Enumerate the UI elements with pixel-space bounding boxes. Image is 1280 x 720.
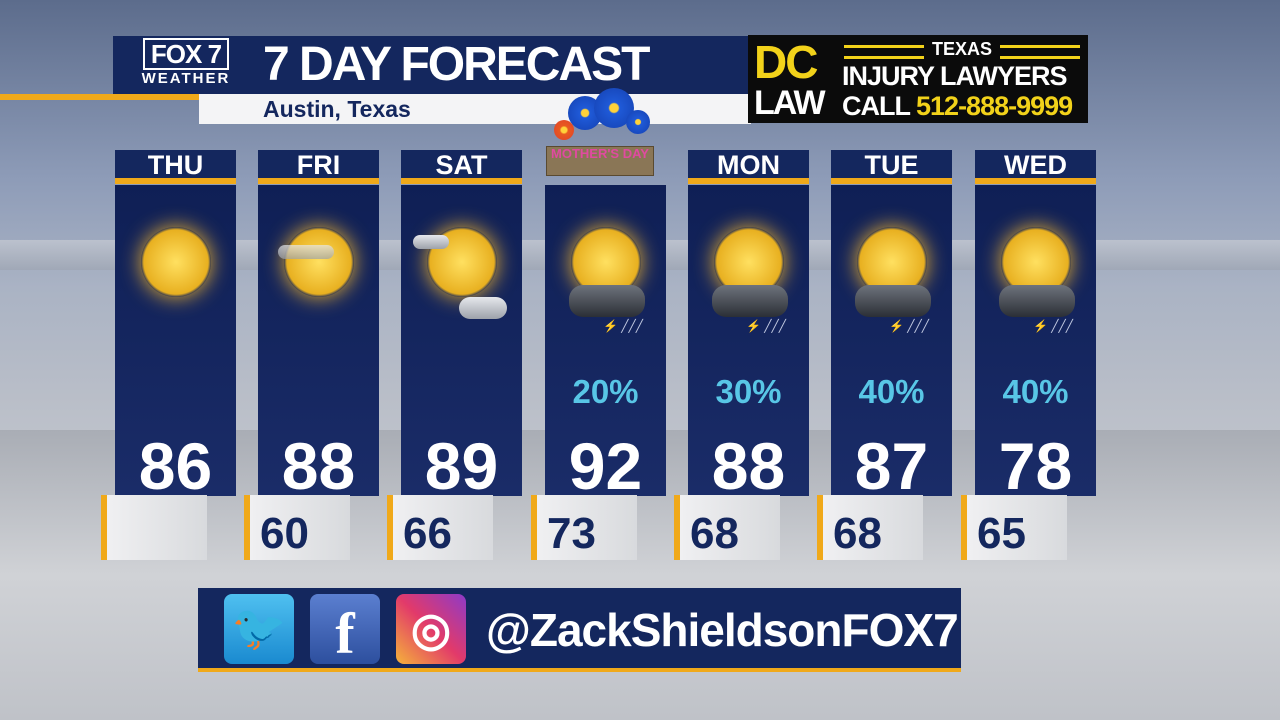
day-panel: 88: [258, 185, 379, 502]
ad-dc: DC: [754, 36, 818, 88]
location-label: Austin, Texas: [263, 96, 411, 122]
forecast-day-5: TUE ⚡ ╱╱╱ 40% 87: [831, 150, 952, 502]
ad-call-label: CALL: [842, 91, 910, 121]
high-temp: 89: [424, 429, 499, 503]
day-panel: ⚡ ╱╱╱ 40% 78: [975, 185, 1096, 502]
ad-texas: TEXAS: [844, 39, 1080, 59]
rain-icon: ⚡ ╱╱╱: [889, 319, 929, 333]
rain-icon: ⚡ ╱╱╱: [603, 319, 643, 333]
ad-call: CALL 512-888-9999: [842, 91, 1073, 121]
flower-icon: [626, 110, 650, 134]
mothers-day-label: MOTHER'S DAY: [546, 146, 654, 176]
accent-line: [0, 94, 200, 100]
rain-icon: ⚡ ╱╱╱: [746, 319, 786, 333]
high-temp: 78: [998, 429, 1073, 503]
low-temp: 60: [244, 495, 350, 560]
precip-chance: 20%: [572, 373, 639, 410]
logo-weather: WEATHER: [141, 70, 231, 87]
day-label: SAT: [401, 150, 522, 184]
low-temp: [101, 495, 207, 560]
storm-cloud-icon: [569, 285, 645, 317]
page-title: 7 DAY FORECAST: [263, 38, 650, 91]
day-label: FRI: [258, 150, 379, 184]
ad-law: LAW: [754, 84, 826, 122]
sponsor-ad: DC LAW TEXAS INJURY LAWYERS CALL 512-888…: [748, 35, 1088, 123]
day-label: THU: [115, 150, 236, 184]
location-bar: [199, 94, 751, 124]
day-label: WED: [975, 150, 1096, 184]
storm-cloud-icon: [855, 285, 931, 317]
day-panel: ⚡ ╱╱╱ 20% 92: [545, 185, 666, 502]
sun-icon: [284, 227, 354, 297]
low-temp: 68: [674, 495, 780, 560]
social-bar: 🐦 f ◎ @ZackShieldsonFOX7: [198, 588, 961, 672]
low-temp: 65: [961, 495, 1067, 560]
precip-chance: 40%: [858, 373, 925, 410]
low-temp: 68: [817, 495, 923, 560]
forecast-day-2: SAT 89: [401, 150, 522, 502]
day-panel: 86: [115, 185, 236, 502]
header-bar: [113, 36, 753, 94]
sun-icon: [141, 227, 211, 297]
storm-cloud-icon: [712, 285, 788, 317]
forecast-day-1: FRI 88: [258, 150, 379, 502]
forecast-day-0: THU 86: [115, 150, 236, 502]
cloud-icon: [459, 297, 507, 319]
cloud-icon: [413, 235, 449, 249]
low-temp: 66: [387, 495, 493, 560]
rain-icon: ⚡ ╱╱╱: [1033, 319, 1073, 333]
high-temp: 88: [281, 429, 356, 503]
social-handle: @ZackShieldsonFOX7: [486, 604, 959, 656]
day-panel: 89: [401, 185, 522, 502]
high-temp: 87: [854, 429, 929, 503]
forecast-day-4: MON ⚡ ╱╱╱ 30% 88: [688, 150, 809, 502]
high-temp: 86: [138, 429, 213, 503]
ad-injury-lawyers: INJURY LAWYERS: [842, 61, 1068, 91]
fox7-weather-logo: FOX 7 WEATHER: [132, 38, 240, 94]
day-panel: ⚡ ╱╱╱ 30% 88: [688, 185, 809, 502]
forecast-day-3: ⚡ ╱╱╱ 20% 92: [545, 150, 666, 502]
twitter-icon[interactable]: 🐦: [224, 594, 294, 664]
high-temp: 88: [711, 429, 786, 503]
ad-phone: 512-888-9999: [916, 91, 1073, 121]
day-label: TUE: [831, 150, 952, 184]
storm-cloud-icon: [999, 285, 1075, 317]
logo-fox7: FOX 7: [142, 38, 230, 70]
mothers-day-badge: MOTHER'S DAY: [546, 88, 654, 178]
precip-chance: 30%: [715, 373, 782, 410]
instagram-icon[interactable]: ◎: [396, 594, 466, 664]
forecast-day-6: WED ⚡ ╱╱╱ 40% 78: [975, 150, 1096, 502]
haze-icon: [278, 245, 334, 259]
facebook-icon[interactable]: f: [310, 594, 380, 666]
low-temp: 73: [531, 495, 637, 560]
flower-icon: [554, 120, 574, 140]
day-label: MON: [688, 150, 809, 184]
day-panel: ⚡ ╱╱╱ 40% 87: [831, 185, 952, 502]
precip-chance: 40%: [1002, 373, 1069, 410]
high-temp: 92: [568, 429, 643, 503]
